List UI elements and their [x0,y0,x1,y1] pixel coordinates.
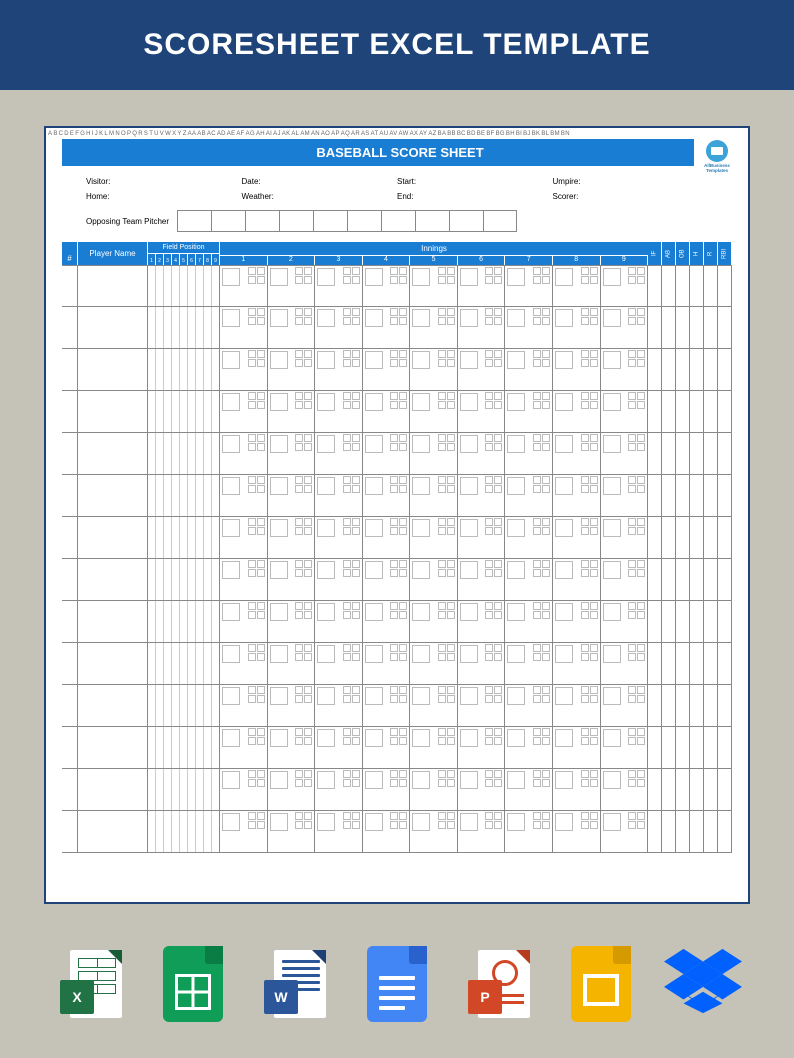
page-title: SCORESHEET EXCEL TEMPLATE [143,28,650,62]
page-header: SCORESHEET EXCEL TEMPLATE [0,0,794,90]
scorer-label: Scorer: [553,192,709,201]
table-body [62,265,732,853]
excel-sheet-preview: ABCDEFGHIJKLMNOPQRSTUVWXYZAAABACADAEAFAG… [44,126,750,904]
table-row [62,517,732,559]
table-row [62,685,732,727]
table-row [62,433,732,475]
info-section: Visitor: Date: Start: Umpire: Home: Weat… [62,174,732,236]
google-docs-icon[interactable] [358,946,436,1032]
excel-icon[interactable]: X [52,946,130,1032]
table-row [62,349,732,391]
th-number: # [62,242,78,265]
word-icon[interactable]: W [256,946,334,1032]
column-letters: ABCDEFGHIJKLMNOPQRSTUVWXYZAAABACADAEAFAG… [46,128,748,137]
brand-logo: AllBusiness Templates [694,137,740,175]
th-stats: IFABOBHRRBI [648,242,732,265]
table-header: # Player Name Field Position 123456789 I… [62,242,732,265]
home-label: Home: [86,192,242,201]
th-fp-label: Field Position [148,242,219,254]
pitcher-label: Opposing Team Pitcher [86,217,169,226]
main-content: ABCDEFGHIJKLMNOPQRSTUVWXYZAAABACADAEAFAG… [0,90,794,924]
info-row-1: Visitor: Date: Start: Umpire: [62,174,732,189]
table-row [62,727,732,769]
pitcher-row: Opposing Team Pitcher [62,204,732,236]
table-row [62,769,732,811]
table-row [62,811,732,853]
table-row [62,265,732,307]
brand-icon [706,140,728,162]
pitcher-boxes [177,210,517,232]
end-label: End: [397,192,553,201]
info-row-2: Home: Weather: End: Scorer: [62,189,732,204]
th-fp-numbers: 123456789 [148,254,219,265]
table-row [62,559,732,601]
table-row [62,643,732,685]
th-field-position: Field Position 123456789 [148,242,220,265]
start-label: Start: [397,177,553,186]
th-innings: Innings 123456789 [220,242,648,265]
weather-label: Weather: [242,192,398,201]
table-row [62,391,732,433]
brand-text: AllBusiness Templates [694,163,740,173]
th-player-name: Player Name [78,242,148,265]
sheet-title-row: BASEBALL SCORE SHEET AllBusiness Templat… [62,139,738,166]
table-row [62,307,732,349]
powerpoint-icon[interactable]: P [460,946,538,1032]
sheet-title: BASEBALL SCORE SHEET [316,145,483,160]
app-icons-row: X W P [0,924,794,1054]
th-innings-label: Innings [220,242,648,256]
google-sheets-icon[interactable] [154,946,232,1032]
umpire-label: Umpire: [553,177,709,186]
table-row [62,601,732,643]
visitor-label: Visitor: [86,177,242,186]
date-label: Date: [242,177,398,186]
dropbox-icon[interactable] [664,946,742,1032]
google-slides-icon[interactable] [562,946,640,1032]
table-row [62,475,732,517]
score-table: # Player Name Field Position 123456789 I… [62,242,732,853]
th-innings-numbers: 123456789 [220,256,648,265]
